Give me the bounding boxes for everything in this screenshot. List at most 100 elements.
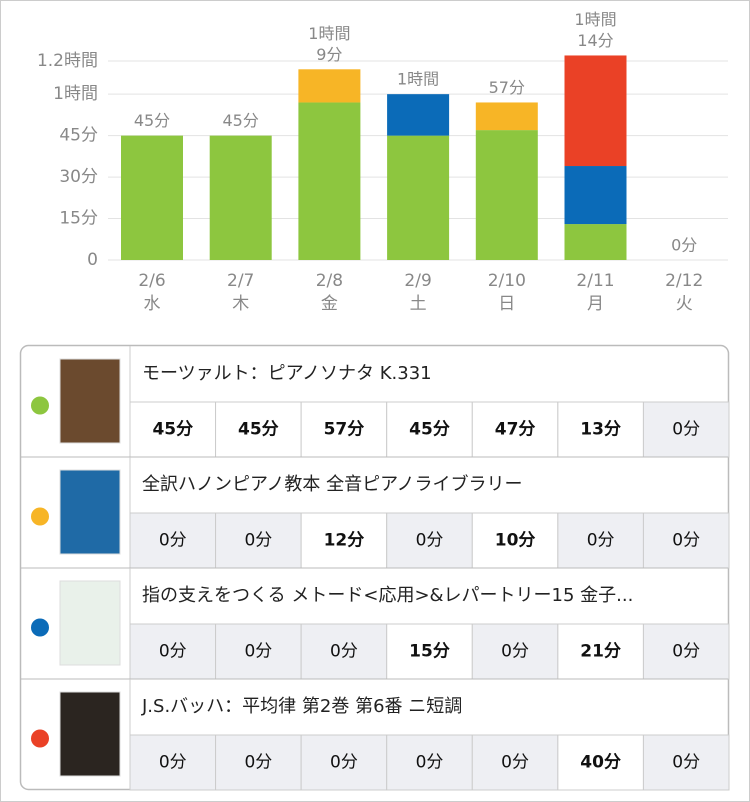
cell-value: 0分: [587, 531, 615, 551]
cell-value: 47分: [495, 420, 536, 440]
bar-segment: [298, 102, 361, 260]
cell-value: 0分: [159, 531, 187, 551]
thumbnail: [59, 580, 121, 666]
bar-segment: [209, 135, 272, 260]
bar-segment: [475, 130, 538, 260]
cell-value: 15分: [409, 642, 450, 662]
total-label: 45分: [134, 111, 170, 130]
cell-value: 10分: [495, 531, 536, 551]
thumbnail: [59, 691, 121, 777]
y-tick-label: 1.2時間: [37, 51, 98, 71]
series-dot: [31, 729, 49, 748]
cell-value: 0分: [159, 753, 187, 773]
row-title: 指の支えをつくる メトード<応用>&レパートリー15 金子...: [142, 585, 633, 606]
series-dot: [31, 396, 49, 415]
total-label: 0分: [671, 236, 697, 255]
cell-bg: [471, 401, 559, 458]
cell-bg: [386, 401, 473, 458]
x-tick-label: 2/10: [488, 271, 526, 291]
cell-bg: [129, 512, 217, 569]
cell-value: 0分: [244, 642, 272, 662]
thumbnail: [59, 469, 121, 555]
bar-segment: [298, 69, 361, 103]
bar-segment: [564, 55, 627, 167]
cell-value: 0分: [416, 531, 444, 551]
cell-value: 0分: [330, 642, 358, 662]
cell-value: 45分: [409, 420, 450, 440]
cell-value: 21分: [580, 642, 621, 662]
cell-value: 0分: [416, 753, 444, 773]
total-label: 1時間: [308, 24, 350, 43]
y-tick-label: 1時間: [53, 84, 98, 104]
thumbnail: [59, 358, 121, 444]
bar-segment: [387, 94, 450, 136]
total-label: 14分: [577, 31, 613, 50]
cell-value: 0分: [244, 531, 272, 551]
bar-segment: [564, 166, 627, 225]
cell-value: 0分: [501, 642, 529, 662]
cell-value: 0分: [672, 753, 700, 773]
x-tick-label: 2/7: [227, 271, 254, 291]
cell-bg: [642, 512, 730, 569]
weekday-label: 水: [144, 294, 161, 314]
cell-bg: [129, 401, 217, 458]
cell-value: 57分: [324, 420, 365, 440]
cell-value: 0分: [501, 753, 529, 773]
weekday-label: 火: [676, 294, 693, 314]
series-dot: [31, 618, 49, 637]
total-label: 1時間: [574, 10, 616, 29]
cell-bg: [386, 623, 473, 680]
cell-value: 40分: [580, 753, 621, 773]
cell-value: 12分: [324, 531, 365, 551]
bar-segment: [387, 135, 450, 260]
cell-value: 0分: [672, 642, 700, 662]
x-tick-label: 2/12: [665, 271, 703, 291]
cell-bg: [129, 623, 217, 680]
weekday-label: 月: [587, 294, 604, 314]
weekday-label: 金: [321, 294, 338, 314]
x-tick-label: 2/11: [576, 271, 614, 291]
cell-value: 13分: [580, 420, 621, 440]
row-title: J.S.バッハ：平均律 第2巻 第6番 ニ短調: [141, 696, 462, 717]
weekday-label: 土: [410, 294, 427, 314]
cell-bg: [642, 401, 730, 458]
cell-value: 0分: [244, 753, 272, 773]
bar-segment: [475, 102, 538, 131]
total-label: 57分: [489, 78, 525, 97]
cell-value: 0分: [672, 420, 700, 440]
y-tick-label: 45分: [59, 126, 98, 146]
y-tick-label: 0: [87, 250, 98, 270]
cell-bg: [215, 623, 302, 680]
y-tick-label: 30分: [59, 167, 98, 187]
cell-bg: [471, 734, 559, 791]
cell-bg: [386, 734, 473, 791]
row-title: 全訳ハノンピアノ教本 全音ピアノライブラリー: [142, 473, 522, 495]
cell-bg: [557, 401, 644, 458]
x-tick-label: 2/9: [404, 271, 431, 291]
series-dot: [31, 507, 49, 526]
y-tick-label: 15分: [59, 209, 98, 229]
cell-value: 0分: [330, 753, 358, 773]
bar-segment: [564, 224, 627, 260]
total-label: 1時間: [397, 70, 439, 89]
cell-bg: [386, 512, 473, 569]
cell-bg: [215, 512, 302, 569]
cell-bg: [300, 734, 388, 791]
weekday-label: 木: [232, 294, 249, 314]
cell-bg: [300, 401, 388, 458]
x-tick-label: 2/8: [316, 271, 343, 291]
cell-bg: [300, 512, 388, 569]
weekday-label: 日: [498, 294, 515, 314]
row-title: モーツァルト：ピアノソナタ K.331: [142, 363, 432, 384]
bar-segment: [121, 135, 183, 260]
cell-value: 0分: [159, 642, 187, 662]
cell-bg: [642, 734, 730, 791]
cell-value: 45分: [152, 420, 193, 440]
cell-value: 45分: [238, 420, 279, 440]
total-label: 45分: [223, 111, 259, 130]
cell-bg: [642, 623, 730, 680]
x-tick-label: 2/6: [138, 271, 165, 291]
cell-bg: [129, 734, 217, 791]
